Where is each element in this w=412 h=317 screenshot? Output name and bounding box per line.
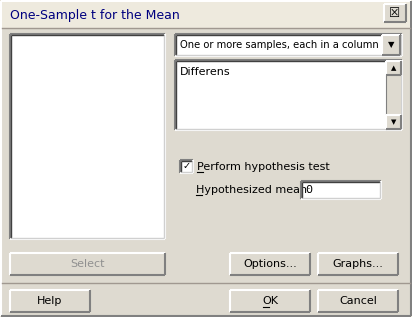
Text: Perform hypothesis test: Perform hypothesis test — [197, 161, 330, 171]
Bar — [10, 34, 165, 239]
Text: ▼: ▼ — [391, 119, 396, 125]
Text: ▲: ▲ — [391, 65, 396, 71]
Bar — [384, 4, 406, 22]
Text: ☒: ☒ — [389, 7, 400, 20]
Bar — [2, 2, 410, 28]
Bar — [10, 290, 90, 312]
Bar — [386, 61, 401, 75]
Bar — [230, 253, 310, 275]
Bar — [10, 253, 165, 275]
Bar — [230, 290, 310, 312]
Text: 0: 0 — [305, 185, 312, 195]
Text: Graphs...: Graphs... — [332, 259, 384, 269]
Bar — [386, 115, 401, 129]
Text: Options...: Options... — [243, 259, 297, 269]
Bar — [301, 181, 381, 199]
Bar — [175, 60, 402, 130]
Text: Hypothesized mean:: Hypothesized mean: — [196, 185, 311, 195]
Text: ✓: ✓ — [183, 161, 191, 171]
Bar — [382, 35, 400, 55]
Bar — [386, 61, 401, 129]
Text: Differens: Differens — [180, 67, 231, 77]
Bar — [175, 34, 402, 56]
Text: ▼: ▼ — [388, 41, 394, 49]
Text: One-Sample t for the Mean: One-Sample t for the Mean — [10, 9, 180, 22]
Bar — [180, 160, 193, 173]
Text: One or more samples, each in a column: One or more samples, each in a column — [180, 40, 379, 50]
Text: OK: OK — [262, 296, 278, 306]
Bar — [318, 253, 398, 275]
Text: Cancel: Cancel — [339, 296, 377, 306]
Text: Select: Select — [70, 259, 105, 269]
Bar — [318, 290, 398, 312]
Text: Help: Help — [37, 296, 63, 306]
